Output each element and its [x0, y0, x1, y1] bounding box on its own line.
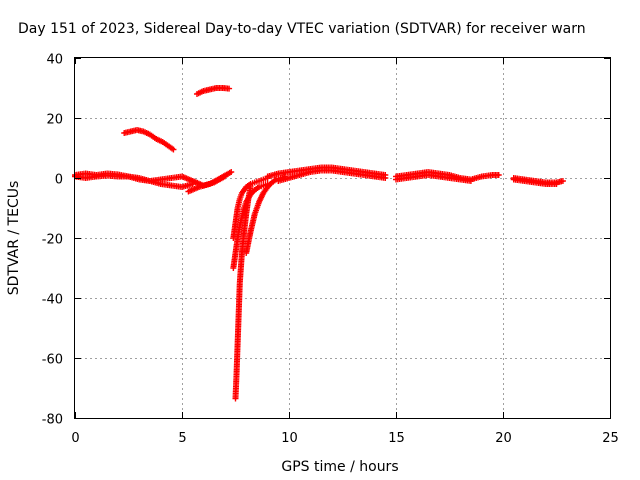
x-tick-label: 10 [281, 431, 298, 446]
y-axis-label: SDTVAR / TECUs [6, 181, 22, 296]
series-dip-a [230, 181, 271, 271]
grid [75, 58, 610, 418]
data-point [553, 181, 560, 187]
x-tick-label: 25 [602, 431, 619, 446]
series-dip-b [230, 175, 271, 241]
x-tick-labels: 0 5 10 15 20 25 [71, 431, 618, 446]
series-arc-mid [121, 127, 177, 153]
x-tick-label: 5 [178, 431, 186, 446]
y-tick-label: 0 [55, 173, 63, 188]
x-tick-label: 0 [71, 431, 79, 446]
x-tick-label: 20 [495, 431, 512, 446]
chart-title: Day 151 of 2023, Sidereal Day-to-day VTE… [18, 21, 586, 37]
y-tick-label: 40 [46, 53, 63, 68]
y-tick-label: 20 [46, 113, 63, 128]
y-tick-labels: -80 -60 -40 -20 0 20 40 [42, 53, 63, 428]
plot-frame [74, 57, 611, 419]
y-tick-label: -40 [42, 293, 63, 308]
y-tick-label: -60 [42, 353, 63, 368]
data-point [495, 172, 502, 178]
data-point [170, 146, 177, 153]
series-trail-b [275, 167, 389, 184]
data-point [382, 175, 389, 181]
y-tick-label: -80 [42, 413, 63, 428]
y-tick-label: -20 [42, 233, 63, 248]
series-rise-c [185, 169, 235, 195]
x-tick-label: 15 [388, 431, 405, 446]
x-axis-label: GPS time / hours [281, 459, 398, 475]
axis-ticks [75, 58, 611, 419]
data-point [467, 178, 474, 184]
series-arc-high [193, 85, 233, 97]
series-trail-d [393, 172, 474, 184]
data-point [559, 178, 566, 184]
data-point [226, 85, 233, 92]
data-point [228, 169, 235, 175]
series-trail-f [510, 176, 560, 187]
data-points [72, 85, 566, 402]
series-dip-c [243, 173, 288, 256]
